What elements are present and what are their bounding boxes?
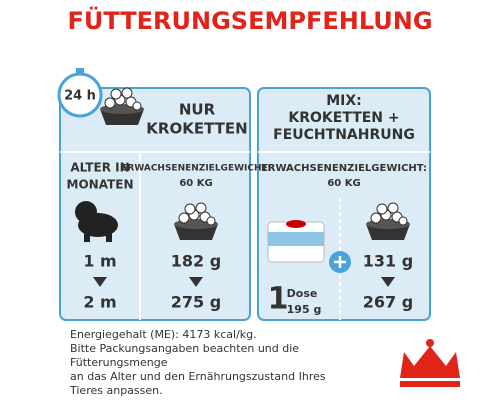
can-unit: Dose <box>287 287 318 300</box>
column-title: FEUCHTNAHRUNG <box>273 127 415 143</box>
age-value: 2 m <box>83 293 116 312</box>
column-title: ALTER IN <box>70 161 129 175</box>
footer-line: Energiegehalt (ME): 4173 kcal/kg. <box>70 328 257 341</box>
amount: 182 g <box>171 252 221 271</box>
footer-line: an das Alter und den Ernährungszustand I… <box>70 370 326 383</box>
weight-label: ERWACHSENENZIELGEWICHT: <box>261 163 427 174</box>
title: FÜTTERUNGSEMPFEHLUNG <box>67 5 432 35</box>
can-count: 1 <box>268 282 289 317</box>
clock-label: 24 h <box>64 89 96 104</box>
amount: 131 g <box>363 252 413 271</box>
plus-icon <box>329 251 351 273</box>
column-title: NUR <box>179 101 216 119</box>
clock-icon <box>57 72 103 118</box>
weight-label: ERWACHSENENZIELGEWICHT: <box>121 164 271 174</box>
footer-line: Fütterungsmenge <box>70 356 168 369</box>
column-title: MIX: <box>326 93 362 109</box>
logo <box>400 339 460 387</box>
footer-line: Bitte Packungsangaben beachten und die <box>70 342 299 355</box>
weight-label: 60 KG <box>179 178 212 189</box>
can-icon <box>267 220 325 263</box>
weight-label: 60 KG <box>327 178 360 189</box>
panel <box>59 87 251 321</box>
footer-line: Tieres anpassen. <box>69 384 163 397</box>
amount: 267 g <box>363 293 413 312</box>
can-weight: 195 g <box>287 303 322 316</box>
clock-icon <box>76 68 84 73</box>
column-title: KROKETTEN + <box>288 110 399 126</box>
column-title: KROKETTEN <box>146 120 247 138</box>
column-title: MONATEN <box>67 178 134 192</box>
amount: 275 g <box>171 293 221 312</box>
puppy-icon <box>75 201 118 242</box>
age-value: 1 m <box>83 252 116 271</box>
